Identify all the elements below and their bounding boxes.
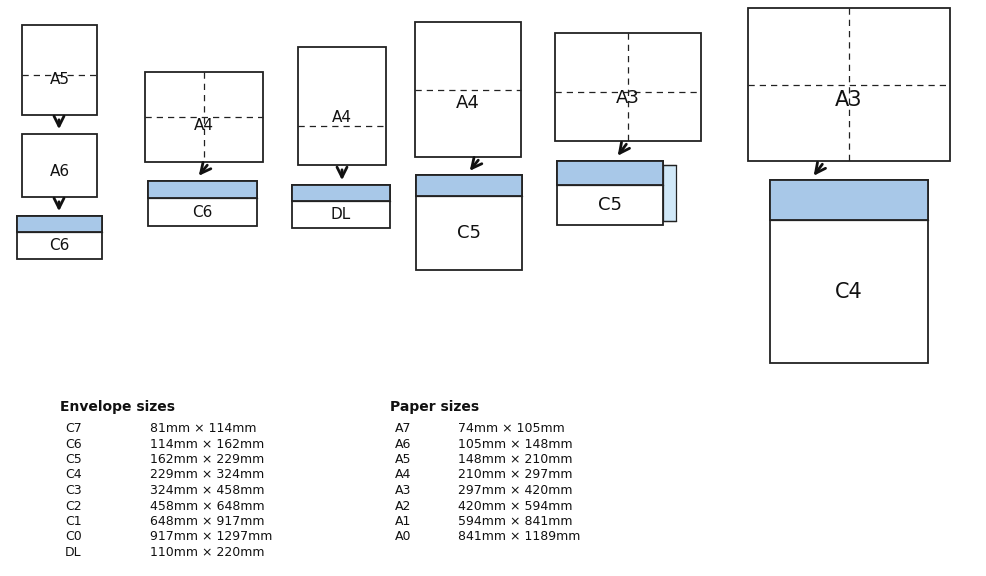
Text: C1: C1	[65, 515, 82, 528]
Text: 324mm × 458mm: 324mm × 458mm	[150, 484, 264, 497]
Text: 420mm × 594mm: 420mm × 594mm	[458, 499, 573, 513]
Text: 110mm × 220mm: 110mm × 220mm	[150, 546, 264, 559]
Bar	[415, 22, 521, 157]
Text: 648mm × 917mm: 648mm × 917mm	[150, 515, 264, 528]
Bar	[148, 181, 257, 198]
Text: C5: C5	[598, 196, 622, 214]
Text: 148mm × 210mm: 148mm × 210mm	[458, 453, 573, 466]
Text: DL: DL	[65, 546, 82, 559]
Text: Paper sizes: Paper sizes	[390, 400, 479, 414]
Bar	[17, 216, 102, 259]
Text: A4: A4	[395, 468, 411, 482]
Text: C5: C5	[65, 453, 82, 466]
Text: A7: A7	[395, 422, 411, 435]
Bar	[770, 180, 928, 220]
Text: A1: A1	[395, 515, 411, 528]
Text: 841mm × 1189mm: 841mm × 1189mm	[458, 530, 581, 544]
Text: C4: C4	[835, 282, 863, 302]
Bar	[416, 175, 522, 196]
Text: A4: A4	[457, 94, 480, 112]
Text: A4: A4	[332, 110, 352, 126]
Text: A6: A6	[395, 438, 411, 450]
Bar	[416, 175, 522, 270]
Text: DL: DL	[331, 207, 351, 222]
Text: 297mm × 420mm: 297mm × 420mm	[458, 484, 573, 497]
Text: A3: A3	[616, 89, 640, 107]
Text: Envelope sizes: Envelope sizes	[60, 400, 175, 414]
Bar	[663, 165, 676, 221]
Text: A5: A5	[49, 71, 69, 86]
Text: C7: C7	[65, 422, 82, 435]
Bar	[22, 25, 97, 115]
Text: 114mm × 162mm: 114mm × 162mm	[150, 438, 264, 450]
Text: C6: C6	[65, 438, 82, 450]
Text: A6: A6	[49, 164, 70, 179]
Text: A3: A3	[835, 90, 863, 110]
Bar	[555, 33, 701, 141]
Text: C6: C6	[192, 204, 213, 219]
Text: 74mm × 105mm: 74mm × 105mm	[458, 422, 565, 435]
Text: 162mm × 229mm: 162mm × 229mm	[150, 453, 264, 466]
Text: C2: C2	[65, 499, 82, 513]
Text: C5: C5	[457, 224, 481, 242]
Text: 594mm × 841mm: 594mm × 841mm	[458, 515, 573, 528]
Bar	[770, 180, 928, 363]
Text: C6: C6	[49, 238, 70, 253]
Bar	[748, 8, 950, 161]
Text: 917mm × 1297mm: 917mm × 1297mm	[150, 530, 272, 544]
Bar	[22, 134, 97, 197]
Bar	[292, 185, 390, 228]
Text: C0: C0	[65, 530, 82, 544]
Text: 210mm × 297mm: 210mm × 297mm	[458, 468, 573, 482]
Bar	[298, 47, 386, 165]
Text: 105mm × 148mm: 105mm × 148mm	[458, 438, 573, 450]
Bar	[557, 161, 663, 225]
Bar	[17, 216, 102, 232]
Text: 458mm × 648mm: 458mm × 648mm	[150, 499, 264, 513]
Text: A3: A3	[395, 484, 411, 497]
Text: C4: C4	[65, 468, 82, 482]
Text: A4: A4	[194, 119, 214, 134]
Text: 229mm × 324mm: 229mm × 324mm	[150, 468, 264, 482]
Text: 81mm × 114mm: 81mm × 114mm	[150, 422, 256, 435]
Text: A5: A5	[395, 453, 411, 466]
Bar	[148, 181, 257, 226]
Bar	[145, 72, 263, 162]
Bar	[292, 185, 390, 202]
Text: A0: A0	[395, 530, 411, 544]
Text: C3: C3	[65, 484, 82, 497]
Text: A2: A2	[395, 499, 411, 513]
Bar	[557, 161, 663, 185]
